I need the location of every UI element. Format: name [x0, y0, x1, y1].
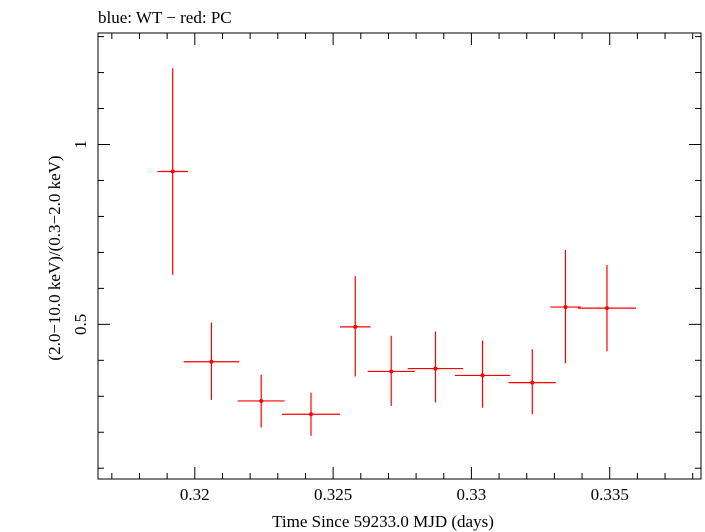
- y-axis-ticks: 0.51: [71, 36, 701, 469]
- chart-title: blue: WT − red: PC: [98, 8, 232, 27]
- data-point: [157, 68, 188, 275]
- x-tick-label: 0.32: [180, 485, 210, 504]
- point-marker: [209, 359, 214, 364]
- point-marker: [433, 366, 438, 371]
- point-marker: [170, 169, 175, 174]
- data-point: [508, 349, 556, 415]
- data-point: [550, 249, 581, 364]
- data-point: [367, 335, 415, 406]
- point-marker: [308, 412, 313, 417]
- data-point: [407, 331, 464, 403]
- point-marker: [259, 398, 264, 403]
- x-axis-label: Time Since 59233.0 MJD (days): [272, 512, 494, 531]
- data-point: [454, 340, 511, 408]
- data-points: [157, 68, 636, 436]
- y-tick-label: 1: [71, 140, 90, 149]
- axes-frame: [97, 32, 702, 480]
- data-point: [281, 392, 341, 436]
- x-axis-ticks: 0.32 0.325 0.33 0.335: [111, 33, 694, 504]
- data-point: [340, 276, 371, 377]
- point-marker: [563, 305, 568, 310]
- x-tick-label: 0.335: [591, 485, 629, 504]
- point-marker: [353, 324, 358, 329]
- plot-frame: [97, 32, 702, 480]
- point-marker: [480, 373, 485, 378]
- x-tick-label: 0.325: [314, 485, 352, 504]
- point-marker: [389, 369, 394, 374]
- point-marker: [604, 306, 609, 311]
- data-point: [237, 374, 285, 428]
- y-axis-label: (2.0−10.0 keV)/(0.3−2.0 keV): [45, 155, 64, 360]
- data-point: [577, 264, 636, 352]
- data-point: [183, 322, 240, 400]
- x-tick-label: 0.33: [457, 485, 487, 504]
- point-marker: [530, 380, 535, 385]
- y-tick-label: 0.5: [71, 314, 90, 335]
